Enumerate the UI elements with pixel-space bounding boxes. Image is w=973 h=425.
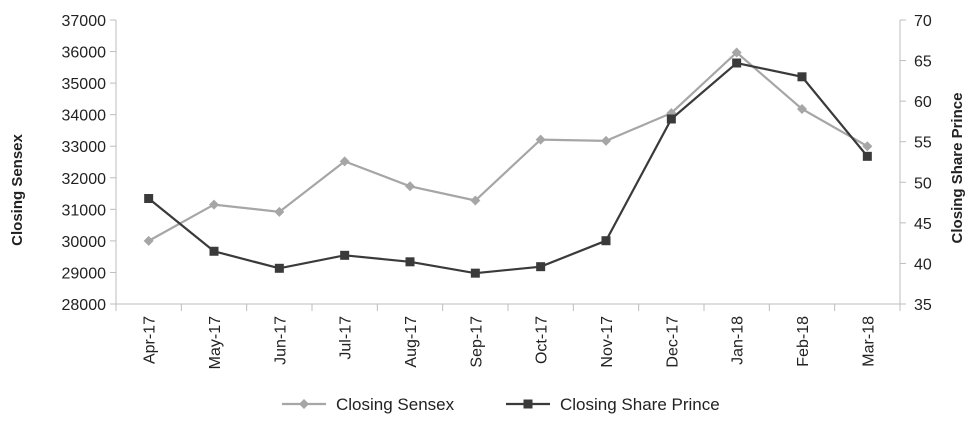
legend-item: Closing Sensex — [282, 395, 455, 414]
x-tick-label: Nov-17 — [599, 316, 616, 368]
data-point-square — [470, 268, 480, 278]
data-point-diamond — [274, 206, 285, 217]
legend-label: Closing Share Prince — [560, 395, 720, 414]
y-right-tick-label: 60 — [914, 94, 932, 111]
axes: 28000 29000 30000 31000 32000 33000 34000 35000… — [62, 13, 932, 369]
y-left-tick-label: 35000 — [62, 76, 107, 93]
x-tick-label: Aug-17 — [403, 316, 420, 368]
legend: Closing Sensex Closing Share Prince — [282, 395, 720, 414]
data-point-square — [732, 58, 742, 68]
y-right-tick-label: 40 — [914, 256, 932, 273]
y-left-tick-label: 33000 — [62, 139, 107, 156]
data-point-diamond — [535, 134, 546, 145]
data-point-diamond — [209, 199, 219, 210]
data-point-square — [666, 114, 676, 124]
series-closing-sensex — [143, 47, 873, 246]
y-right-tick-label: 50 — [914, 175, 932, 192]
y-left-tick-label: 31000 — [62, 202, 107, 219]
legend-square-icon — [523, 399, 533, 409]
x-tick-label: Jul-17 — [338, 316, 355, 360]
data-point-diamond — [470, 195, 481, 206]
x-tick-label: Feb-18 — [795, 316, 812, 367]
data-point-diamond — [797, 103, 807, 114]
data-point-square — [601, 236, 611, 246]
data-point-square — [274, 263, 284, 273]
series-closing-share-prince — [144, 58, 872, 278]
data-point-diamond — [339, 156, 350, 167]
data-point-diamond — [143, 235, 154, 246]
data-point-square — [209, 246, 219, 256]
y-right-tick-label: 65 — [914, 54, 932, 71]
series-line — [148, 51, 868, 242]
legend-diamond-icon — [299, 399, 309, 409]
y-left-tick-label: 34000 — [62, 108, 107, 125]
data-point-diamond — [405, 181, 415, 192]
series-line — [147, 61, 869, 275]
data-point-square — [405, 257, 415, 267]
y-right-tick-label: 55 — [914, 135, 932, 152]
legend-item: Closing Share Prince — [506, 395, 720, 414]
y-left-tick-label: 32000 — [62, 171, 107, 188]
data-point-square — [536, 262, 546, 272]
y-axis-title-left: Closing Sensex — [9, 133, 26, 245]
data-point-square — [144, 194, 154, 204]
x-tick-label: Jan-18 — [730, 316, 747, 365]
x-tick-label: Oct-17 — [534, 316, 551, 364]
y-axis-title-right: Closing Share Prince — [949, 93, 966, 244]
data-point-diamond — [862, 141, 873, 152]
x-tick-label: Dec-17 — [664, 316, 681, 368]
data-point-square — [340, 250, 350, 260]
x-tick-label: Apr-17 — [142, 316, 159, 364]
y-left-tick-label: 37000 — [62, 13, 107, 30]
legend-label: Closing Sensex — [336, 395, 455, 414]
y-left-tick-label: 28000 — [62, 297, 107, 314]
y-right-tick-label: 35 — [914, 297, 932, 314]
data-point-diamond — [731, 47, 742, 58]
y-left-tick-label: 36000 — [62, 45, 107, 62]
data-point-square — [862, 151, 872, 161]
y-left-tick-label: 29000 — [62, 265, 107, 282]
y-left-tick-label: 30000 — [62, 234, 107, 251]
x-tick-label: Jun-17 — [272, 316, 289, 365]
x-tick-label: Mar-18 — [860, 316, 877, 367]
x-tick-label: Sep-17 — [468, 316, 485, 368]
data-point-square — [797, 72, 807, 82]
data-point-diamond — [601, 135, 611, 146]
x-tick-label: May-17 — [207, 316, 224, 369]
series-layer — [143, 47, 873, 278]
y-right-tick-label: 45 — [914, 216, 932, 233]
y-right-tick-label: 70 — [914, 13, 932, 30]
